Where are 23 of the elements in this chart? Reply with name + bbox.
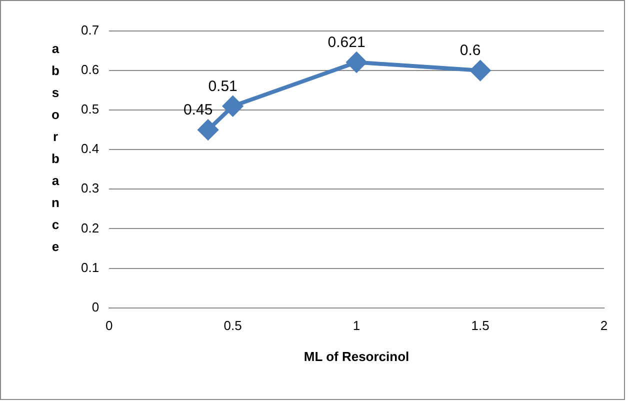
y-axis-title: absorbance [48,41,63,261]
data-label: 0.45 [183,102,213,118]
point [198,120,218,140]
data-label: 0.51 [208,78,238,95]
x-tick-label: 0.5 [224,318,242,334]
x-tick-label: 1.5 [471,318,490,334]
y-tick-label: 0.3 [80,180,100,196]
y-tick-label: 0.5 [80,102,100,117]
y-tick-label: 0.6 [80,62,100,78]
data-label: 0.6 [460,42,481,60]
x-axis-title: ML of Resorcinol [304,348,410,364]
x-tick-label: 2 [600,318,608,334]
point [346,52,367,72]
y-tick-label: 0.4 [80,141,100,156]
y-tick-label: 0 [92,299,100,314]
y-tick-label: 0.7 [80,22,100,38]
x-tick-label: 0 [105,318,113,334]
y-tick-label: 0.2 [80,220,100,236]
point [470,60,490,81]
y-tick-label: 0.1 [80,260,100,275]
x-tick-label: 1 [352,318,360,334]
point [222,96,243,116]
data-label: 0.621 [328,34,366,51]
